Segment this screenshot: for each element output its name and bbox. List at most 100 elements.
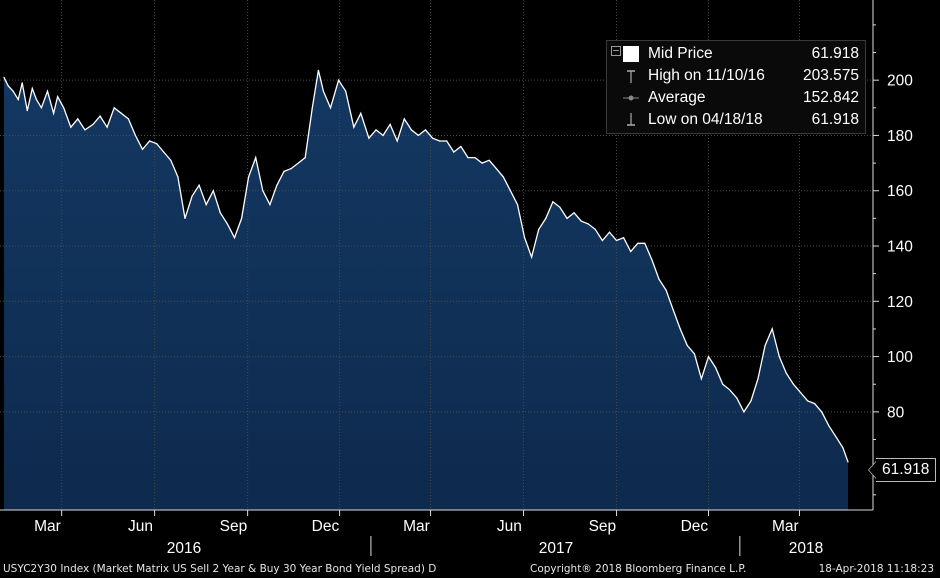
data-point — [792, 383, 795, 385]
data-point — [644, 242, 646, 244]
y-tick-label: 80 — [887, 404, 905, 421]
data-point — [338, 79, 340, 81]
data-point — [524, 237, 526, 239]
data-point — [212, 190, 214, 192]
data-point — [198, 184, 200, 186]
data-point — [559, 206, 561, 208]
legend-label: Mid Price — [648, 45, 713, 62]
data-point — [345, 90, 347, 92]
y-tick-label: 120 — [887, 294, 913, 311]
data-point — [127, 118, 129, 120]
x-tick-label: Jun — [497, 518, 522, 535]
data-point — [184, 217, 186, 219]
data-point — [156, 143, 158, 145]
data-point — [134, 134, 136, 136]
data-point — [665, 289, 667, 291]
data-point — [283, 170, 285, 172]
y-tick-label: 160 — [887, 183, 913, 200]
chart-legend: Mid Price 61.918 High on 11/10/16 203.57… — [606, 40, 866, 134]
data-point — [233, 237, 236, 239]
data-point — [587, 223, 589, 225]
legend-label: High on 11/10/16 — [648, 67, 765, 84]
data-point — [771, 328, 773, 330]
data-point — [764, 344, 766, 347]
data-point — [538, 228, 540, 230]
x-tick-label: Jun — [128, 518, 153, 535]
data-point — [177, 176, 179, 178]
data-point — [842, 447, 844, 449]
data-point — [757, 378, 759, 380]
data-point — [360, 112, 362, 114]
data-point — [545, 217, 547, 219]
data-point — [686, 344, 688, 347]
footer-timestamp: 18-Apr-2018 11:18:23 — [818, 563, 934, 575]
y-tick-label: 140 — [887, 239, 913, 256]
data-point — [322, 90, 324, 92]
data-point — [77, 118, 79, 120]
data-point — [821, 411, 823, 413]
data-point — [35, 98, 38, 101]
data-point — [12, 90, 14, 92]
data-point — [382, 134, 384, 136]
data-point — [149, 140, 151, 142]
data-point — [255, 157, 257, 159]
x-year-label: 2018 — [789, 540, 823, 557]
data-point — [488, 159, 490, 161]
footer-copyright: Copyright® 2018 Bloomberg Finance L.P. — [530, 563, 747, 575]
x-tick-label: Sep — [589, 518, 617, 535]
data-point — [785, 372, 787, 374]
data-point — [828, 425, 830, 427]
low-marker-icon — [627, 113, 635, 126]
legend-label: Low on 04/18/18 — [648, 111, 763, 128]
white-square-icon — [623, 46, 639, 62]
data-point — [573, 212, 575, 214]
series-line — [3, 70, 849, 463]
data-point — [439, 140, 441, 142]
data-point — [297, 162, 299, 164]
data-point — [481, 162, 483, 164]
legend-item-low: Low on 04/18/18 61.918 — [607, 109, 865, 131]
data-point — [389, 123, 391, 125]
data-point — [40, 107, 43, 109]
footer-bar: USYC2Y30 Index (Market Matrix US Sell 2 … — [0, 560, 940, 578]
data-point — [460, 145, 462, 148]
data-point — [807, 400, 809, 402]
data-point — [608, 231, 611, 233]
data-point — [120, 112, 122, 114]
legend-item-average: Average 152.842 — [607, 87, 865, 109]
last-value-label: 61.918 — [867, 458, 937, 482]
legend-item-mid-price: Mid Price 61.918 — [607, 43, 865, 65]
data-point — [329, 107, 332, 109]
data-point — [424, 129, 427, 131]
data-point — [552, 201, 554, 203]
footer-ticker: USYC2Y30 Index (Market Matrix US Sell 2 … — [3, 563, 437, 575]
data-point — [474, 157, 476, 159]
data-point — [467, 157, 469, 159]
data-point — [31, 87, 33, 90]
data-point — [63, 107, 65, 109]
data-point — [26, 110, 28, 112]
data-point — [729, 389, 731, 391]
legend-collapse-icon[interactable] — [611, 46, 621, 56]
data-point — [262, 190, 264, 192]
data-point — [191, 195, 193, 197]
data-point — [446, 140, 448, 142]
data-point — [403, 118, 405, 120]
legend-label: Average — [648, 89, 706, 106]
x-tick-label: Mar — [34, 518, 61, 535]
data-point — [814, 403, 816, 405]
data-point — [410, 129, 412, 131]
y-tick-label: 200 — [887, 73, 913, 90]
data-point — [368, 137, 370, 139]
high-marker-icon — [627, 70, 635, 83]
data-point — [113, 107, 115, 109]
data-point — [623, 237, 625, 239]
data-point — [601, 239, 604, 242]
data-point — [509, 190, 511, 192]
data-point — [637, 242, 639, 244]
data-point — [580, 220, 582, 222]
y-tick-label: 100 — [887, 349, 913, 366]
legend-value: 61.918 — [811, 45, 859, 62]
data-point — [594, 228, 596, 230]
data-point — [835, 436, 837, 438]
